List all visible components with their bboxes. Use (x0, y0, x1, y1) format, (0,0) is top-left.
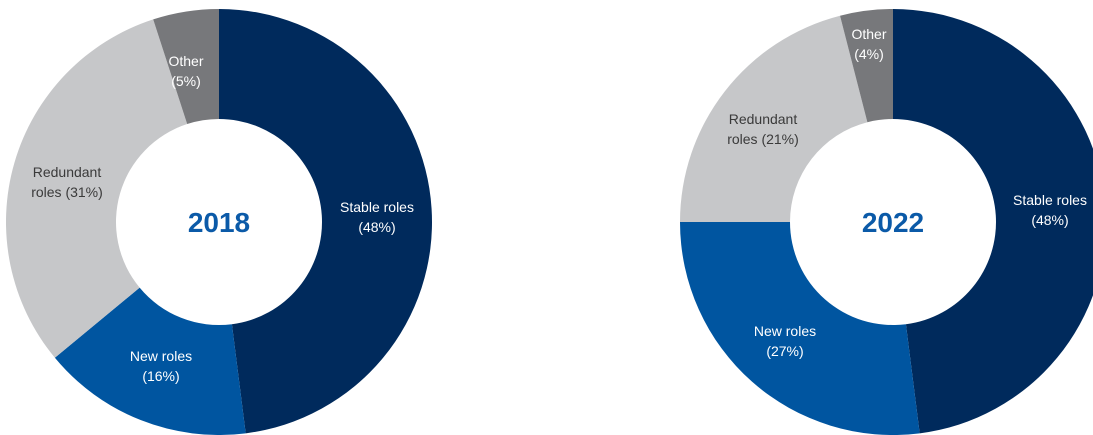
chart-title-2018: 2018 (188, 207, 250, 238)
chart-2018: Stable roles (48%) New roles (16%) Redundant… (5, 9, 433, 435)
slice-other-2018 (153, 9, 219, 125)
slice-new-roles-2018 (54, 287, 246, 435)
slice-label-stable-roles-2018: Stable roles (48%) (340, 199, 414, 235)
slice-redundant-roles-2022 (680, 15, 868, 222)
slice-label-other-2022: Other (4%) (851, 26, 886, 62)
slice-other-2022 (840, 9, 893, 123)
slice-label-stable-roles-2022: Stable roles (48%) (1013, 192, 1087, 228)
slice-label-new-roles-2018: New roles (16%) (130, 348, 192, 384)
slice-redundant-roles-2018 (5, 19, 188, 358)
slice-label-redundant-roles-2018: Redundant roles (31%) (31, 164, 103, 200)
slice-label-other-2018: Other (5%) (168, 53, 203, 89)
chart-title-2022: 2022 (862, 207, 924, 238)
slice-stable-roles-2022 (893, 9, 1093, 434)
chart-2022: Stable roles (48%) New roles (27%) Redundant… (680, 9, 1093, 435)
slice-stable-roles-2018 (219, 9, 433, 434)
slice-label-new-roles-2022: New roles (27%) (754, 323, 816, 359)
slice-new-roles-2022 (680, 222, 920, 435)
slice-label-redundant-roles-2022: Redundant roles (21%) (727, 111, 799, 147)
